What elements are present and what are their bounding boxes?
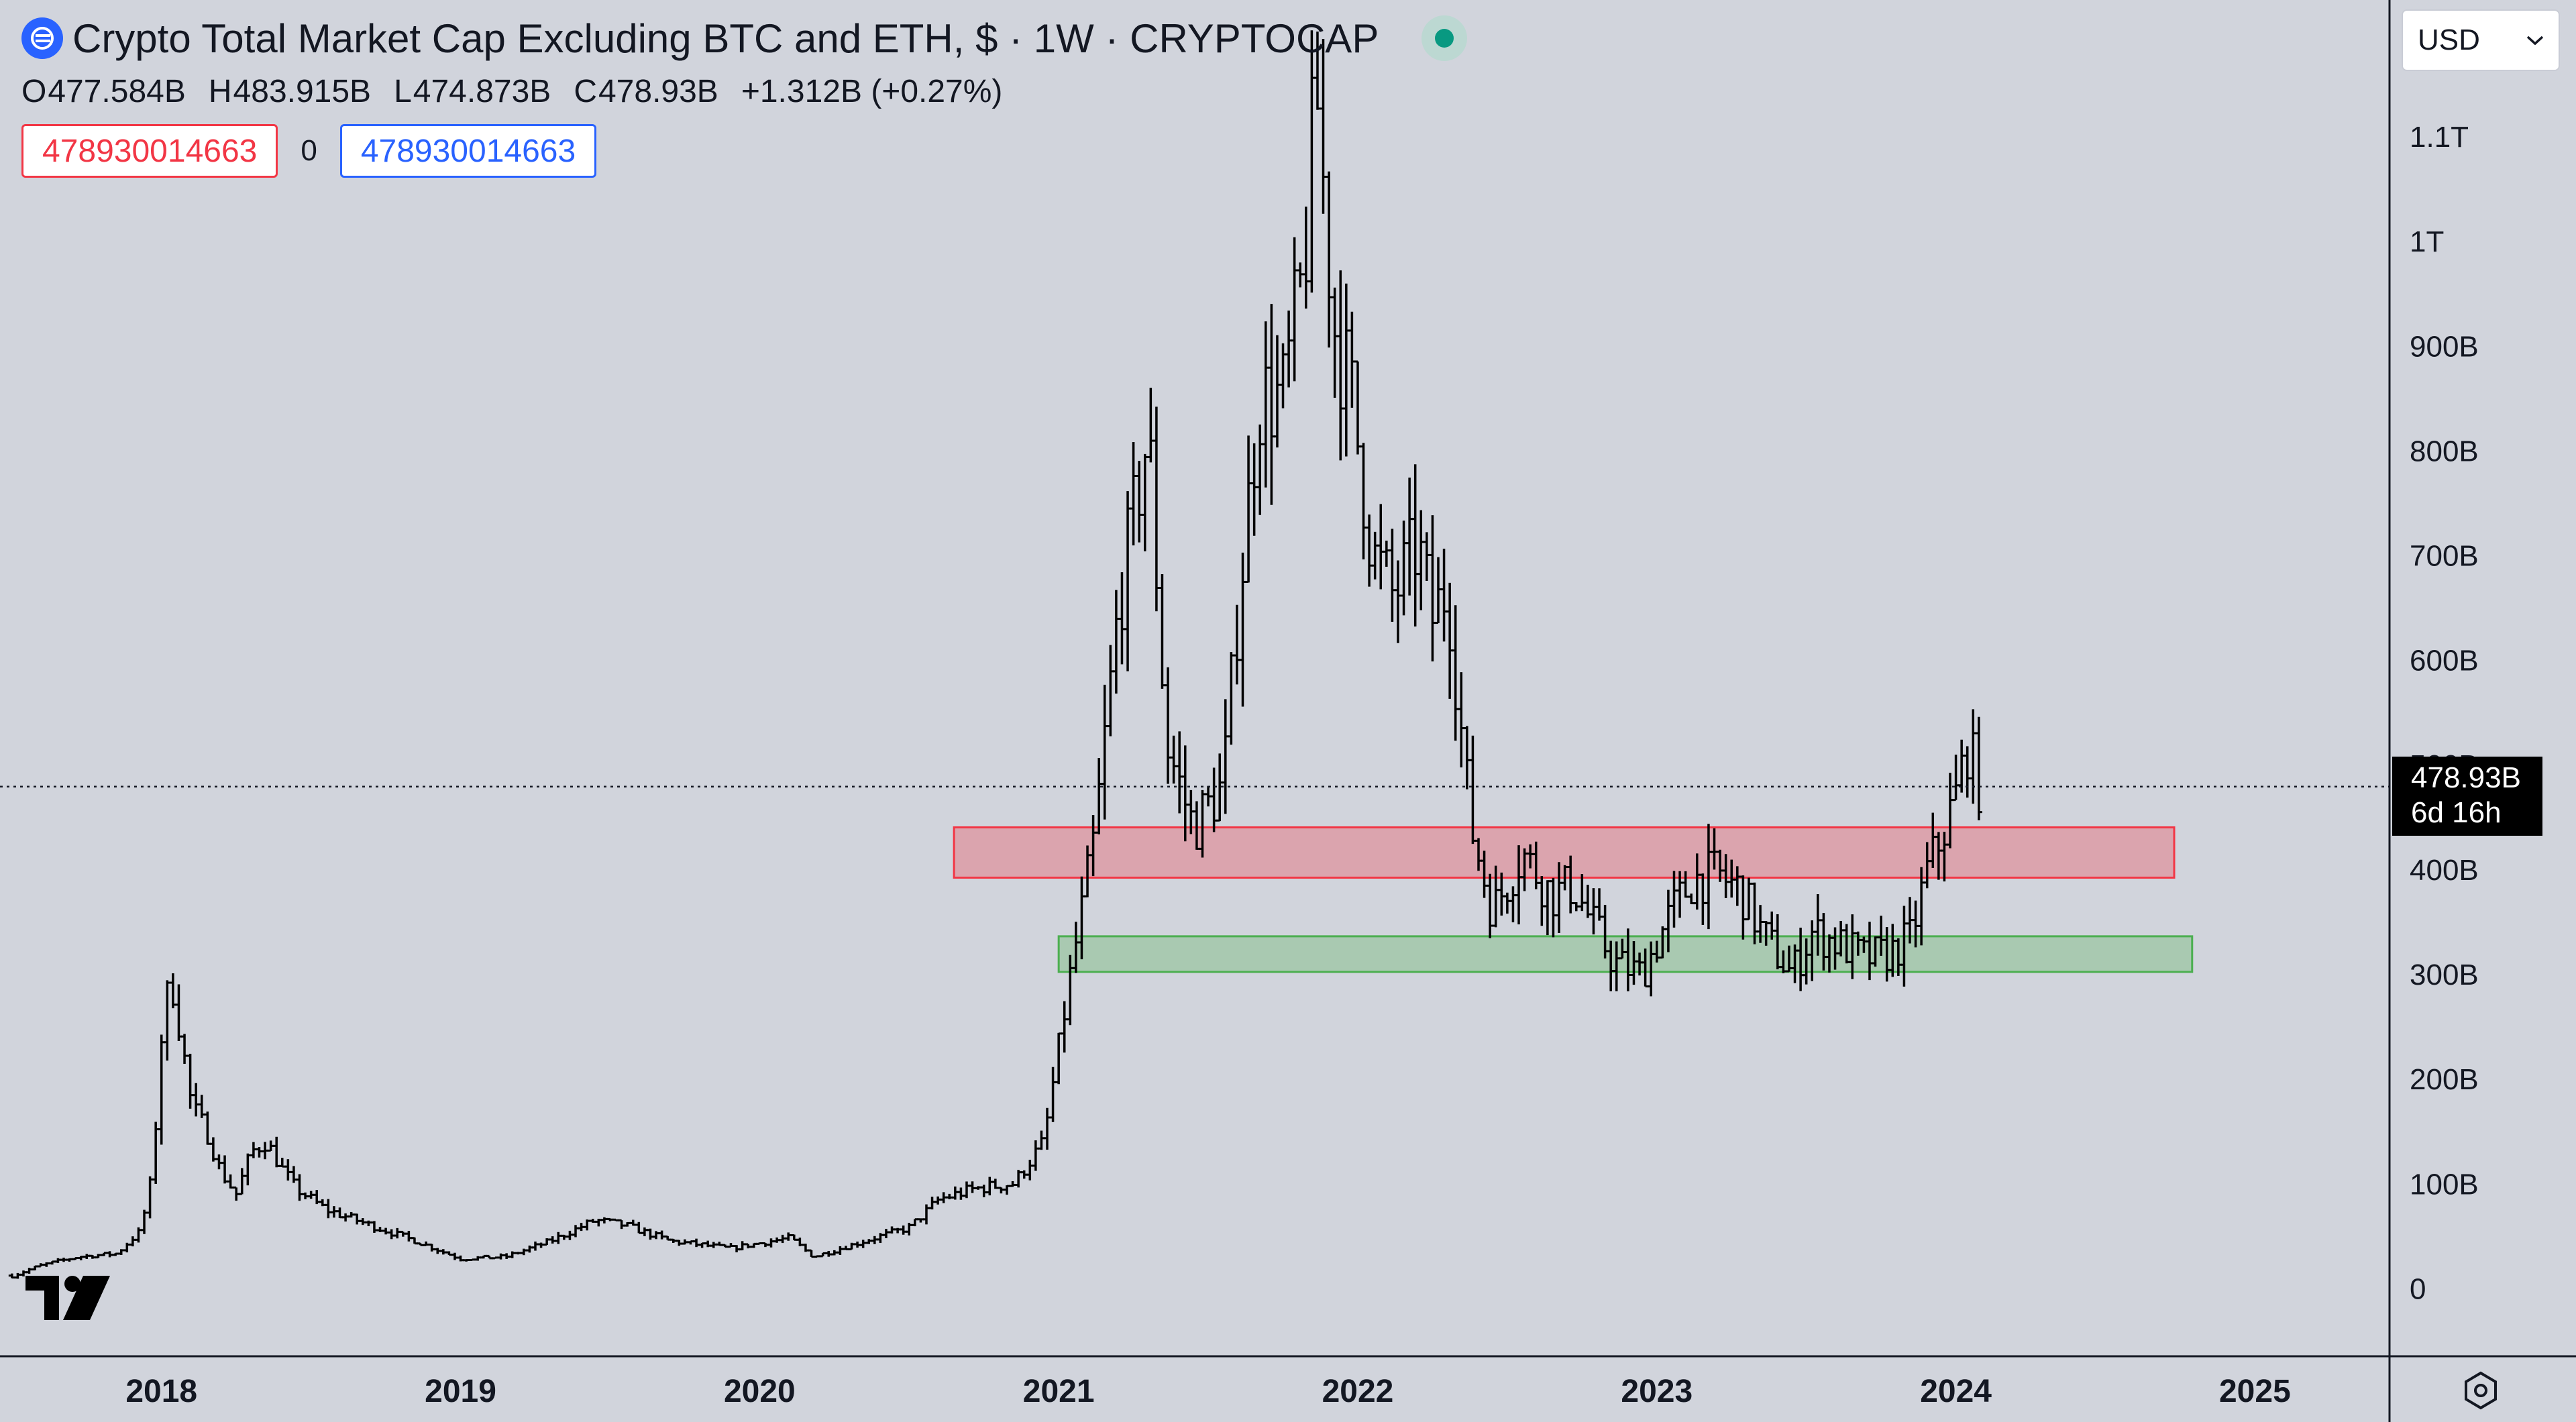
ohlc-values: O477.584B H483.915B L474.873B C478.93B +… (21, 70, 1002, 113)
symbol-legend[interactable]: Crypto Total Market Cap Excluding BTC an… (21, 15, 1468, 62)
zones-layer (953, 826, 2194, 973)
spread-value: 0 (301, 134, 317, 167)
live-status-dot (1421, 15, 1468, 61)
ohlc-change: +1.312B (+0.27%) (741, 73, 1003, 109)
settings-icon[interactable] (2461, 1370, 2501, 1411)
x-tick-label: 2025 (2219, 1374, 2291, 1409)
y-tick-label: 1T (2410, 225, 2444, 258)
last-price-value: 478.93B (2411, 761, 2521, 794)
y-tick-label: 600B (2410, 645, 2479, 677)
bar-countdown: 6d 16h (2411, 796, 2502, 829)
x-tick-label: 2019 (425, 1374, 496, 1409)
y-tick-label: 300B (2410, 959, 2479, 991)
y-tick-label: 400B (2410, 854, 2479, 887)
x-tick-label: 2022 (1322, 1374, 1394, 1409)
sell-price-button[interactable]: 478930014663 (21, 124, 278, 178)
last-price-label: 478.93B 6d 16h (2392, 757, 2542, 836)
chart-title: Crypto Total Market Cap Excluding BTC an… (72, 15, 1379, 61)
ohlc-high: H483.915B (208, 73, 372, 109)
trade-buttons: 478930014663 0 478930014663 (21, 122, 597, 180)
buy-price-button[interactable]: 478930014663 (339, 124, 597, 178)
x-tick-label: 2023 (1621, 1374, 1693, 1409)
y-tick-label: 100B (2410, 1168, 2479, 1201)
x-tick-label: 2021 (1023, 1374, 1095, 1409)
ohlc-close: C478.93B (574, 73, 718, 109)
y-tick-label: 0 (2410, 1273, 2426, 1306)
x-tick-label: 2018 (125, 1374, 197, 1409)
chevron-down-icon (2526, 36, 2544, 46)
y-tick-label: 200B (2410, 1063, 2479, 1096)
ohlc-low: L474.873B (394, 73, 551, 109)
y-tick-label: 900B (2410, 330, 2479, 363)
x-tick-label: 2020 (724, 1374, 796, 1409)
ohlc-bars (8, 30, 1982, 1279)
y-tick-label: 800B (2410, 435, 2479, 468)
support-zone[interactable] (1057, 935, 2194, 973)
currency-select[interactable]: USD (2402, 9, 2560, 71)
price-axis[interactable]: 0100B200B300B400B500B600B700B800B900B1T1… (2410, 121, 2479, 1306)
tradingview-logo[interactable] (25, 1276, 110, 1323)
live-dot-inner (1435, 29, 1454, 48)
y-tick-label: 1.1T (2410, 121, 2469, 154)
ohlc-open: O477.584B (21, 73, 186, 109)
x-tick-label: 2024 (1920, 1374, 1992, 1409)
time-axis[interactable]: 2018 2019 2020 2021 2022 2023 2024 2025 (125, 1374, 2290, 1409)
cryptocap-logo-icon (21, 17, 63, 59)
currency-value: USD (2418, 23, 2480, 56)
y-tick-label: 700B (2410, 540, 2479, 573)
